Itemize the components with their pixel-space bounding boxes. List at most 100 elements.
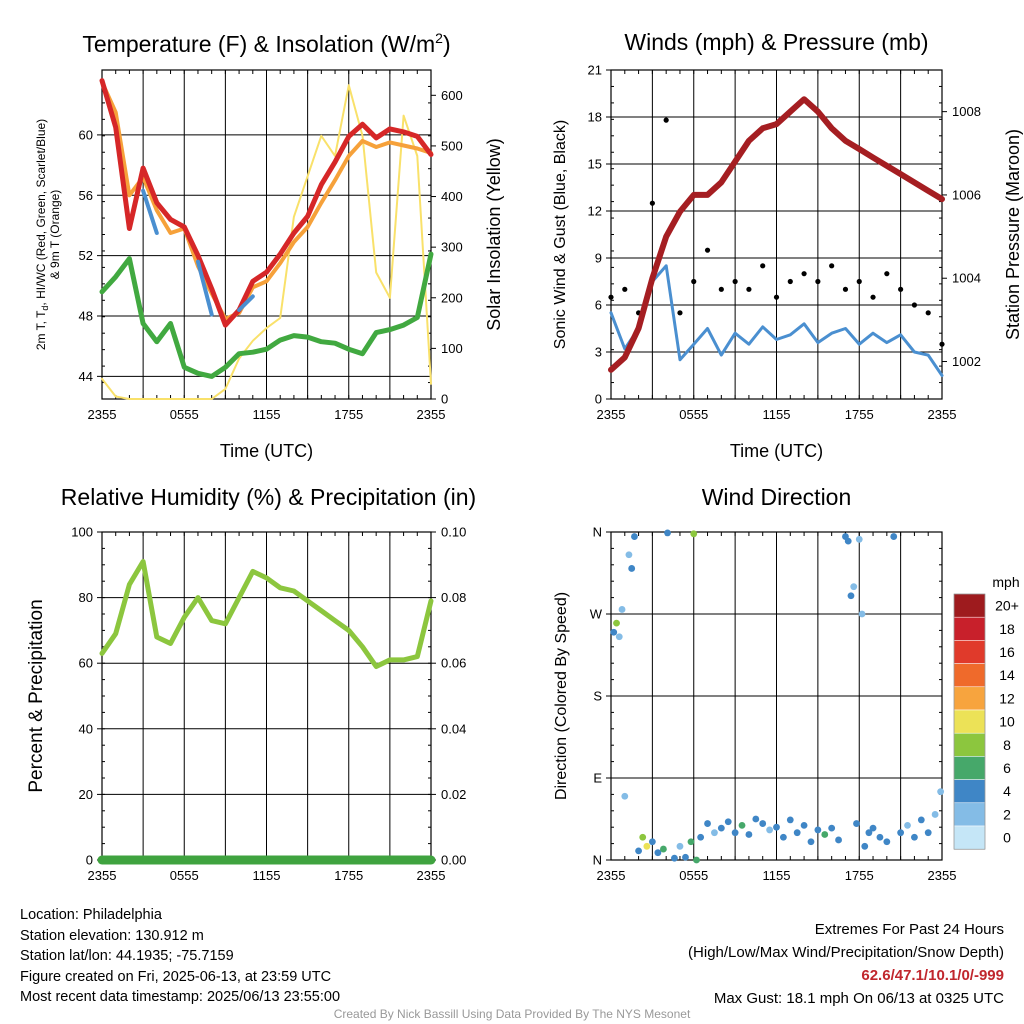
colorbar-swatch xyxy=(953,802,986,827)
x-tick-label: 1155 xyxy=(763,407,791,422)
y-tick-label: 18 xyxy=(588,110,602,125)
direction-point xyxy=(883,838,891,846)
gust-point xyxy=(829,263,835,269)
direction-point xyxy=(618,606,626,613)
title-superscript: 2 xyxy=(435,30,443,46)
direction-point xyxy=(724,818,732,826)
wind-chill-line xyxy=(141,188,255,317)
y-axis-label-line2: & 9m T (Orange) xyxy=(48,190,62,280)
direction-point xyxy=(752,815,760,823)
ylabel-part: , HI/WC (Red, Green, Scarlet/Blue) xyxy=(34,119,48,306)
gust-point xyxy=(842,286,849,292)
info-created: Figure created on Fri, 2025-06-13, at 23… xyxy=(20,968,332,985)
direction-point xyxy=(625,551,633,559)
x-tick-label: 1155 xyxy=(253,868,281,883)
y-tick-label: 3 xyxy=(595,345,602,360)
sonic-wind-line xyxy=(609,264,944,377)
direction-point xyxy=(648,838,656,846)
extremes-values: 62.6/47.1/10.1/0/-999 xyxy=(861,967,1004,984)
y-axis-label: Direction (Colored By Speed) xyxy=(553,592,570,800)
y2-tick-label: 0.02 xyxy=(441,787,466,802)
direction-point xyxy=(660,845,667,853)
direction-point xyxy=(835,836,842,844)
ylabel-subscript: d xyxy=(40,306,50,311)
colorbar-label: 4 xyxy=(1003,783,1011,799)
gust-point xyxy=(691,278,697,285)
y-tick-label: 6 xyxy=(595,298,602,313)
gust-point xyxy=(801,271,807,277)
direction-point xyxy=(731,829,739,837)
y-tick-label: 40 xyxy=(79,721,93,736)
temperature-2m-line xyxy=(99,78,434,328)
y-tick-label: N xyxy=(593,853,602,868)
title-close: ) xyxy=(443,31,451,57)
colorbar-swatch xyxy=(953,779,986,804)
y2-tick-label: 200 xyxy=(441,290,463,305)
direction-point xyxy=(664,529,671,537)
y-axis-label: Percent & Precipitation xyxy=(26,599,47,792)
gust-point xyxy=(622,286,628,292)
y-tick-label: 100 xyxy=(71,525,93,540)
info-latlon: Station lat/lon: 44.1935; -75.7159 xyxy=(20,948,234,964)
direction-point xyxy=(793,829,801,837)
direction-point xyxy=(814,826,822,834)
direction-point xyxy=(704,820,711,827)
y2-tick-label: 0.04 xyxy=(441,721,466,736)
y-axis-label-line1: 2m T, Td, HI/WC (Red, Green, Scarlet/Blu… xyxy=(34,119,50,350)
colorbar-label: 8 xyxy=(1003,737,1011,753)
x-tick-label: 1755 xyxy=(334,407,363,422)
gust-point xyxy=(773,294,780,300)
extremes-subtitle: (High/Low/Max Wind/Precipitation/Snow De… xyxy=(688,944,1004,961)
x-tick-label: 0555 xyxy=(679,407,708,422)
gust-point xyxy=(911,302,918,308)
extremes-title: Extremes For Past 24 Hours xyxy=(814,921,1004,938)
direction-point xyxy=(869,824,877,832)
gust-point xyxy=(898,286,904,292)
colorbar-swatch xyxy=(953,686,986,711)
colorbar-label: 14 xyxy=(999,667,1015,683)
colorbar-swatch xyxy=(953,593,986,618)
y2-axis-label: Solar Insolation (Yellow) xyxy=(484,138,504,330)
direction-point xyxy=(828,824,836,832)
y-tick-label: W xyxy=(590,607,603,622)
x-tick-label: 2355 xyxy=(88,407,117,422)
direction-point xyxy=(844,537,852,545)
y-tick-label: 12 xyxy=(588,204,602,219)
panel-title: Winds (mph) & Pressure (mb) xyxy=(624,29,928,55)
y-tick-label: 56 xyxy=(79,188,93,203)
direction-point xyxy=(897,829,905,837)
y-tick-label: 0 xyxy=(595,392,602,407)
y-tick-label: S xyxy=(593,689,602,704)
temperature-9m-line xyxy=(100,80,433,321)
y-tick-label: 60 xyxy=(79,127,93,142)
direction-point xyxy=(890,533,898,540)
colorbar-swatch xyxy=(953,709,986,734)
x-tick-label: 2355 xyxy=(597,868,626,883)
y-tick-label: 52 xyxy=(79,248,93,263)
direction-point xyxy=(858,610,866,618)
direction-point xyxy=(687,838,695,846)
x-tick-label: 2355 xyxy=(417,868,446,883)
title-main: Temperature (F) & Insolation (W/m xyxy=(82,31,435,57)
dewpoint-line xyxy=(99,251,434,379)
direction-point xyxy=(643,842,651,850)
station-info: Location: Philadelphia Station elevation… xyxy=(20,905,340,1008)
direction-point xyxy=(745,831,753,838)
humidity-panel: 2355 0555 1155 1755 23550204060801000.000.02… xyxy=(26,484,476,883)
x-tick-label: 1155 xyxy=(763,868,791,883)
x-tick-label: 2355 xyxy=(597,407,626,422)
colorbar-label: 0 xyxy=(1003,830,1011,846)
info-recent: Most recent data timestamp: 2025/06/13 2… xyxy=(20,989,341,1005)
direction-point xyxy=(800,821,808,829)
x-tick-label: 1755 xyxy=(334,868,363,883)
direction-point xyxy=(786,816,794,824)
gust-point xyxy=(815,278,821,285)
direction-point xyxy=(917,816,925,824)
direction-point xyxy=(847,592,855,600)
max-gust: Max Gust: 18.1 mph On 06/13 at 0325 UTC xyxy=(713,990,1004,1007)
panel-title: Wind Direction xyxy=(702,484,852,510)
winds-panel: 2355 0555 1155 1755 235503691215182110021004… xyxy=(552,29,1023,461)
gust-point xyxy=(608,294,614,300)
direction-point xyxy=(821,831,829,838)
gust-point xyxy=(787,278,793,285)
